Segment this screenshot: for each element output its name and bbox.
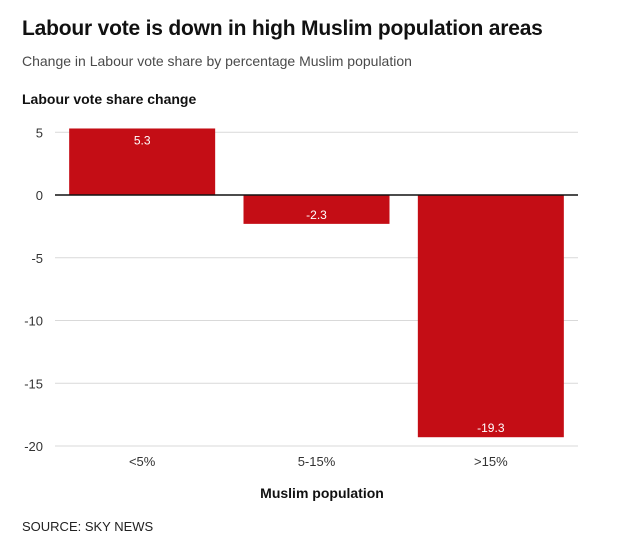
x-tick-label: <5% (129, 454, 156, 469)
x-tick-label: 5-15% (298, 454, 336, 469)
x-axis-label: Muslim population (260, 485, 384, 501)
bar-3 (417, 195, 564, 438)
y-tick-label: -15 (24, 376, 43, 391)
y-axis-label: Labour vote share change (22, 91, 197, 107)
y-tick-label: -5 (31, 251, 43, 266)
bars (69, 128, 564, 438)
y-tick-label: -20 (24, 439, 43, 454)
bar-1 (69, 128, 216, 195)
chart-title: Labour vote is down in high Muslim popul… (22, 17, 543, 40)
y-tick-labels: 5 0 -5 -10 -15 -20 (24, 125, 43, 454)
data-labels: 5.3 -2.3 -19.3 (134, 133, 505, 435)
y-tick-label: 5 (36, 125, 43, 140)
source-note: SOURCE: SKY NEWS (22, 519, 154, 534)
chart-subtitle: Change in Labour vote share by percentag… (22, 53, 412, 69)
bar-2 (243, 195, 390, 224)
y-tick-label: 0 (36, 188, 43, 203)
x-tick-label: >15% (474, 454, 508, 469)
data-label: 5.3 (134, 133, 151, 147)
data-label: -2.3 (306, 208, 327, 222)
data-label: -19.3 (477, 421, 505, 435)
x-tick-labels: <5% 5-15% >15% (129, 454, 508, 469)
y-tick-label: -10 (24, 314, 43, 329)
